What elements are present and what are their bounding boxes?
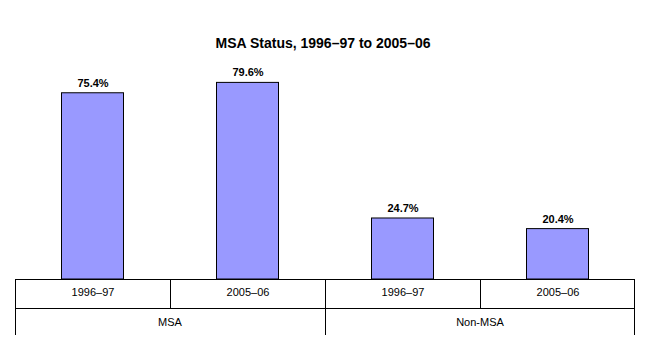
svg-text:79.6%: 79.6% (232, 66, 263, 78)
svg-text:2005–06: 2005–06 (537, 286, 580, 298)
svg-text:20.4%: 20.4% (542, 213, 573, 225)
svg-text:24.7%: 24.7% (387, 202, 418, 214)
svg-text:2005–06: 2005–06 (227, 286, 270, 298)
svg-text:Non-MSA: Non-MSA (456, 316, 504, 328)
svg-text:75.4%: 75.4% (77, 77, 108, 89)
svg-text:MSA: MSA (158, 316, 183, 328)
svg-text:1996–97: 1996–97 (72, 286, 115, 298)
html-text:MSA Status, 1996–97 to 2005–06: MSA Status, 1996–97 to 2005–06 (215, 35, 431, 51)
svg-text:1996–97: 1996–97 (382, 286, 425, 298)
